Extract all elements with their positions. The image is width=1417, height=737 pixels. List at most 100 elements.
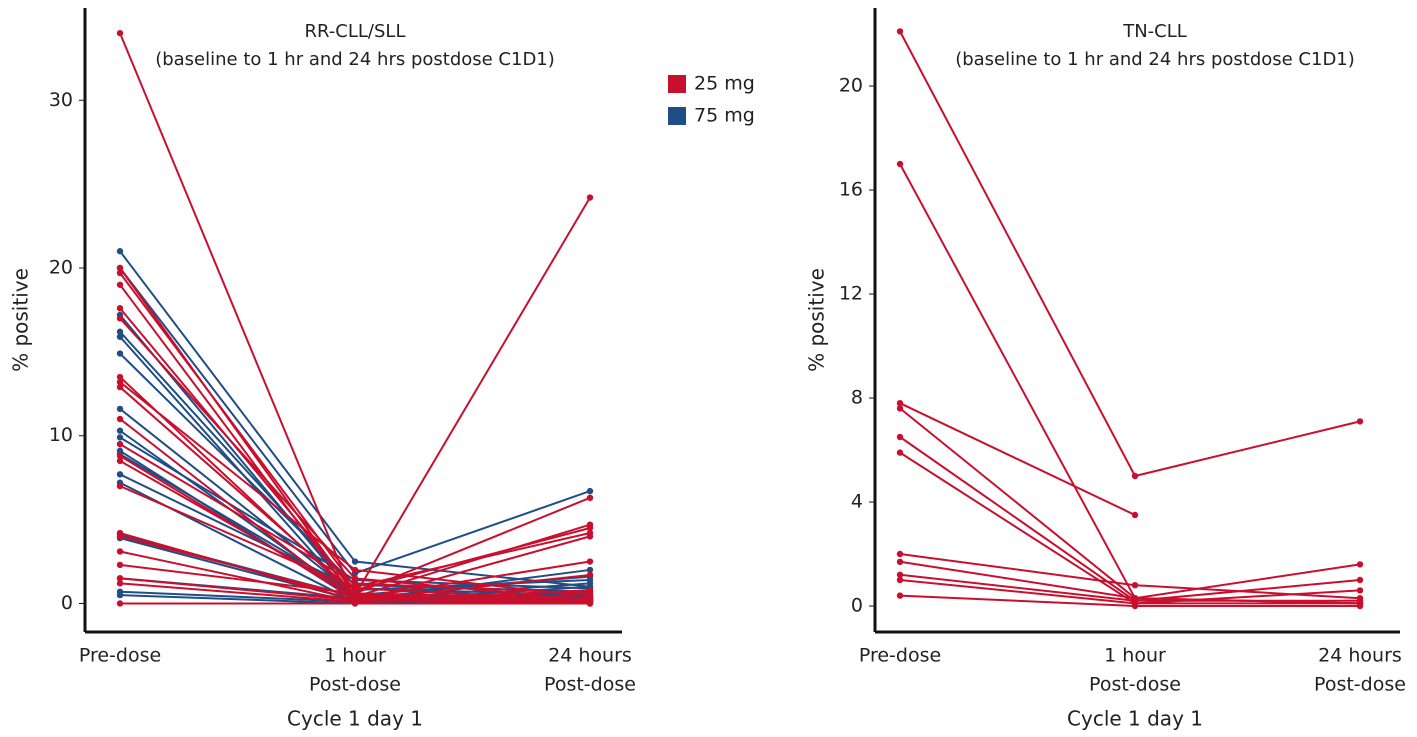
point [1356,576,1364,584]
point [896,433,904,441]
point [116,378,124,386]
point [116,383,124,391]
point [116,264,124,272]
point [116,591,124,599]
x-tick-label: Pre-dose [79,645,161,667]
y-tick-label: 20 [49,257,73,279]
x-tick-label: Post-dose [1089,674,1181,696]
point [116,482,124,490]
point [116,548,124,555]
point [116,248,124,255]
point [116,373,124,381]
point [896,449,904,456]
point [586,521,594,528]
point [116,471,124,478]
point [116,269,124,277]
y-tick-label: 4 [851,491,863,513]
point [116,561,124,569]
y-tick-label: 0 [61,592,73,614]
x-tick-label: Post-dose [309,674,401,696]
point [586,194,594,201]
y-axis-label: % positive [805,268,829,372]
y-axis-label: % positive [9,268,33,372]
x-tick-label: 1 hour [324,645,386,667]
x-axis-label: Cycle 1 day 1 [287,707,423,731]
legend-swatch [668,107,686,125]
point [896,571,904,578]
point [351,590,359,597]
chart-title: (baseline to 1 hr and 24 hrs postdose C1… [155,49,555,70]
y-tick-label: 20 [839,75,863,97]
x-tick-label: 1 hour [1104,645,1166,667]
point [1131,582,1139,589]
series-line [899,402,1136,516]
chart-title: (baseline to 1 hr and 24 hrs postdose C1… [955,49,1355,70]
y-tick-label: 8 [851,387,863,409]
point [351,585,359,592]
point [1356,587,1364,594]
point [586,600,594,607]
x-tick-label: Pre-dose [859,645,941,667]
legend-swatch [668,75,686,93]
point [116,305,124,312]
point [1131,602,1139,610]
series-line [899,30,1361,478]
series-line [119,272,591,588]
point [1131,511,1139,519]
point [116,452,124,460]
point [116,415,124,423]
point [586,571,594,579]
point [116,350,124,357]
point [586,591,594,599]
point [351,600,359,607]
point [1356,561,1364,568]
point [116,29,124,37]
point [351,558,359,565]
point [896,592,904,599]
point [116,405,124,413]
legend-label: 25 mg [694,73,755,95]
point [116,427,124,434]
point [896,400,904,407]
legend-label: 75 mg [694,105,755,127]
point [351,566,359,574]
series-line [899,451,1361,605]
series-line [119,250,591,588]
point [896,550,904,558]
point [586,558,594,565]
point [116,533,124,540]
point [896,558,904,565]
x-tick-label: Post-dose [544,674,636,696]
point [351,575,359,582]
point [116,434,124,441]
point [116,333,124,340]
point [116,440,124,448]
series-line [119,331,591,592]
point [1356,602,1364,610]
y-tick-label: 30 [49,89,73,111]
point [896,160,904,168]
point [116,600,124,607]
point [1131,472,1139,480]
point [116,315,124,322]
point [351,580,359,587]
point [116,328,124,335]
point [586,533,594,540]
y-tick-label: 10 [49,424,73,446]
y-tick-label: 16 [839,179,863,201]
x-tick-label: 24 hours [1318,645,1402,667]
point [896,28,904,35]
y-tick-label: 0 [851,595,863,617]
point [586,487,594,495]
point [116,457,124,465]
point [896,576,904,584]
x-axis-label: Cycle 1 day 1 [1067,707,1203,731]
point [586,566,594,574]
point [896,405,904,412]
point [116,580,124,587]
chart-title: RR-CLL/SLL [305,21,406,42]
chart-title: TN-CLL [1122,21,1187,42]
series-line [899,163,1361,605]
y-tick-label: 12 [839,283,863,305]
